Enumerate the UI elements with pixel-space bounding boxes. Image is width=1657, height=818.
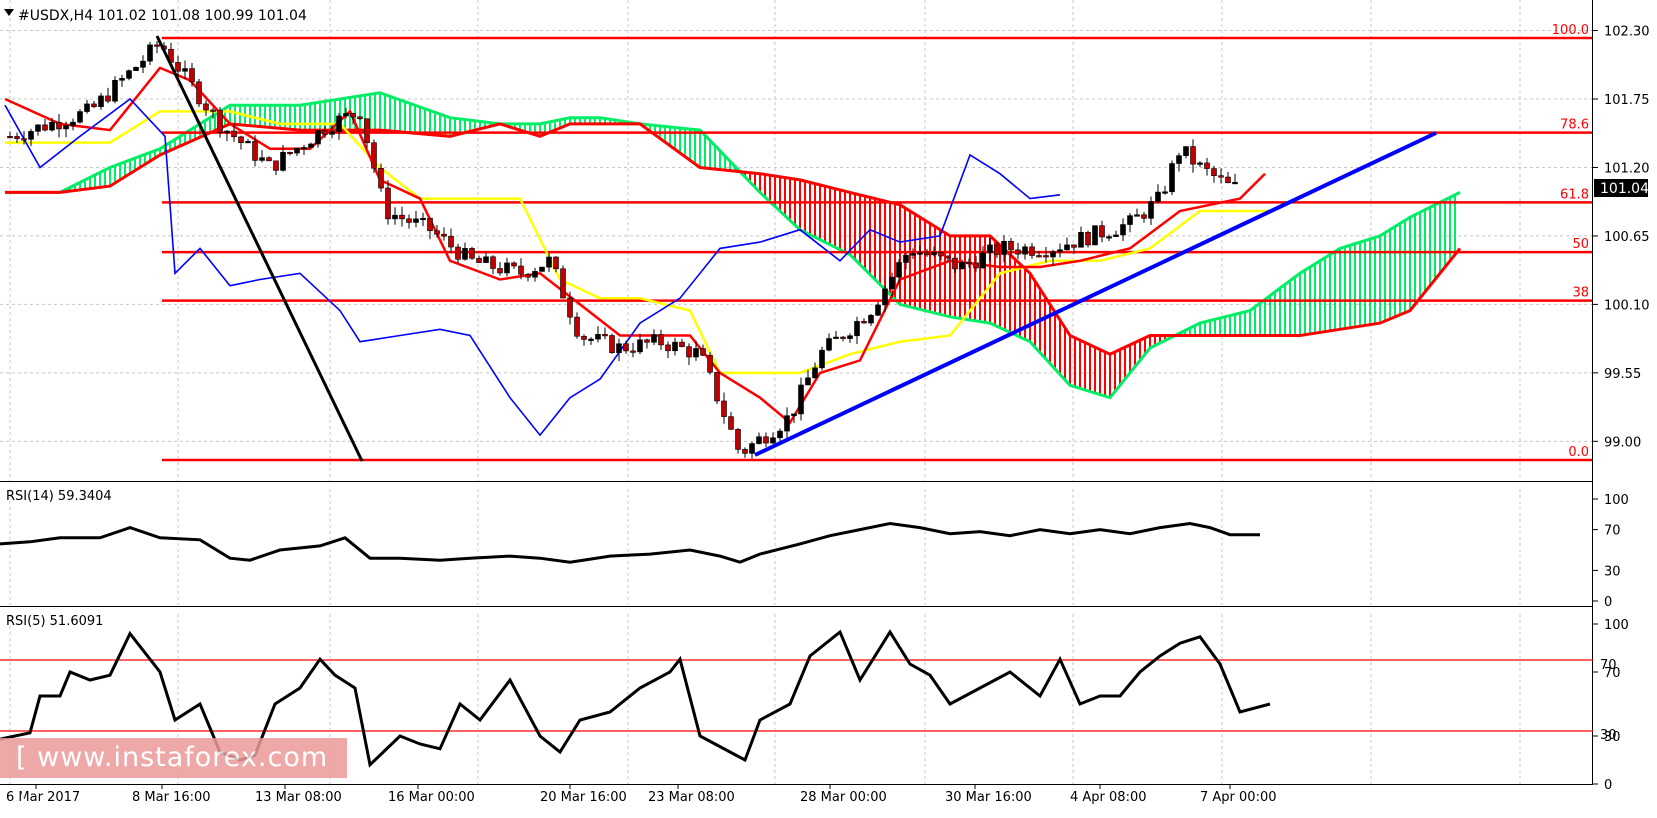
fib-label: 38 [1572,286,1589,301]
price-tick-label: 102.30 [1604,25,1650,40]
rsi14-grid [9,489,1521,605]
fib-label: 50 [1572,237,1589,252]
time-tick-label: 13 Mar 08:00 [255,790,342,805]
current-price-box [1594,179,1648,197]
price-tick-label: 100.10 [1604,298,1650,313]
time-tick-label: 6 Mar 2017 [6,790,80,805]
time-tick-label: 8 Mar 16:00 [132,790,211,805]
price-axis: 102.30 101.75 101.20 100.65 100.10 99.55 99.00 [1593,25,1650,450]
time-tick-label: 30 Mar 16:00 [945,790,1032,805]
fib-label: 78.6 [1560,118,1589,133]
rsi5-panel[interactable]: RSI(5) 51.6091 100 70 30 0 70 30 [0,614,1629,793]
rsi-tick-label: 70 [1604,524,1621,539]
price-tick-label: 99.00 [1604,435,1641,450]
time-tick-label: 20 Mar 16:00 [540,790,627,805]
price-tick-label: 101.20 [1604,161,1650,176]
time-tick-label: 28 Mar 00:00 [800,790,887,805]
rsi5-line [0,629,1271,768]
instaforex-watermark: [ www.instaforex.com ] [0,738,347,813]
senkou-b-line [5,122,1462,356]
rsi-tick-label: 30 [1604,730,1621,745]
menu-triangle-icon[interactable] [4,9,14,16]
rsi-tick-label: 100 [1604,493,1629,508]
candlesticks [7,41,1238,459]
down-trendline[interactable] [155,35,364,462]
rsi-tick-label: 0 [1604,595,1612,610]
rsi14-axis: 100 70 30 0 [1593,493,1629,610]
rsi-tick-label: 0 [1604,778,1612,793]
rsi5-level-label-30: 30 [1600,728,1617,743]
fibonacci-levels: 100.0 78.6 61.8 50 38 0.0 [162,23,1593,462]
fib-label: 100.0 [1552,23,1589,38]
time-tick-label: 7 Apr 00:00 [1200,790,1277,805]
rsi-tick-label: 70 [1604,666,1621,681]
price-tick-label: 100.65 [1604,230,1650,245]
rsi-tick-label: 100 [1604,618,1629,633]
price-tick-label: 99.55 [1604,367,1641,382]
time-axis: 6 Mar 2017 8 Mar 16:00 13 Mar 08:00 16 Mar … [6,784,1277,805]
rsi5-level-label-70: 70 [1600,658,1617,673]
rsi5-axis: 100 70 30 0 [1593,618,1629,793]
time-tick-label: 16 Mar 00:00 [388,790,475,805]
fib-label: 61.8 [1560,187,1589,202]
rsi-tick-label: 30 [1604,564,1621,579]
rsi14-label: RSI(14) 59.3404 [6,489,112,504]
current-price-label: 101.04 [1600,181,1649,197]
rsi14-panel[interactable]: RSI(14) 59.3404 100 70 30 0 [0,489,1629,610]
rsi14-line [0,521,1260,564]
rsi5-label: RSI(5) 51.6091 [6,614,103,629]
time-tick-label: 23 Mar 08:00 [648,790,735,805]
time-tick-label: 4 Apr 08:00 [1070,790,1147,805]
up-trendline[interactable] [754,131,1437,457]
header-symbol: #USDX,H4 101.02 101.08 100.99 101.04 [18,8,307,24]
fib-label: 0.0 [1568,445,1589,460]
chikou-span-line [4,97,1061,437]
price-tick-label: 101.75 [1604,93,1650,108]
